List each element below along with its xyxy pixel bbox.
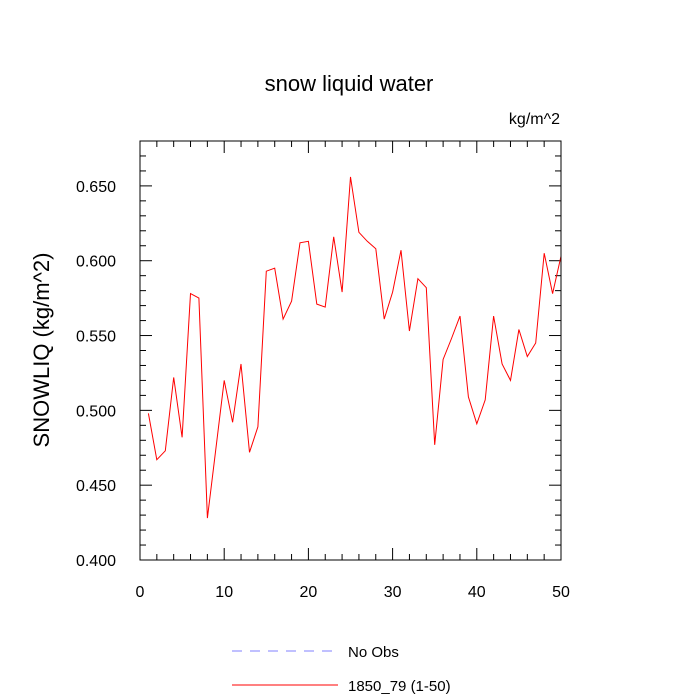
- plot-frame: [139, 140, 562, 561]
- x-tick-label: 50: [552, 584, 570, 601]
- x-tick-label: 10: [215, 584, 233, 601]
- legend-label-1850-79: 1850_79 (1-50): [348, 678, 451, 695]
- chart-title: snow liquid water: [265, 71, 434, 96]
- y-axis-label: SNOWLIQ (kg/m^2): [29, 253, 54, 448]
- y-tick-label: 0.650: [76, 179, 116, 196]
- y-tick-label: 0.450: [76, 478, 116, 495]
- series-line: [147, 176, 562, 519]
- x-tick-label: 40: [468, 584, 486, 601]
- series-layer: [147, 176, 562, 519]
- units-label: kg/m^2: [509, 111, 560, 128]
- x-tick-label: 0: [136, 584, 145, 601]
- legend-label-no-obs: No Obs: [348, 644, 399, 661]
- axis-ticks: [139, 140, 562, 561]
- y-tick-label: 0.500: [76, 403, 116, 420]
- legend: No Obs 1850_79 (1-50): [232, 644, 451, 695]
- y-tick-label: 0.550: [76, 329, 116, 346]
- y-tick-label: 0.400: [76, 553, 116, 570]
- x-tick-label: 30: [384, 584, 402, 601]
- axis-tick-labels: 0 10 20 30 40 50 0.400 0.450 0.500 0.550 0.600 0.65…: [76, 179, 570, 601]
- x-tick-label: 20: [300, 584, 318, 601]
- y-tick-label: 0.600: [76, 254, 116, 271]
